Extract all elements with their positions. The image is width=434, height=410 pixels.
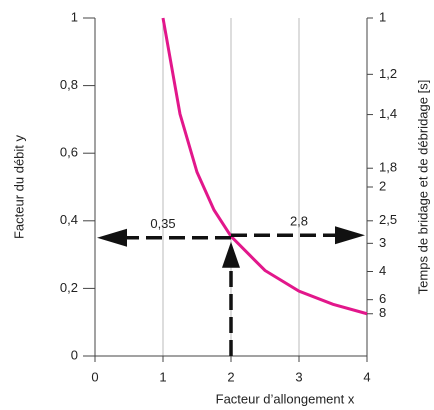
y2-axis-label: Temps de bridage et de débridage [s]: [415, 80, 430, 295]
y2-tick-label: 2,5: [379, 212, 397, 227]
y-tick-label: 0: [71, 347, 78, 362]
y-tick-label: 1: [71, 9, 78, 24]
y-tick-label: 0,8: [60, 77, 78, 92]
y2-tick-label: 1,8: [379, 160, 397, 175]
y2-tick-label: 6: [379, 291, 386, 306]
y2-tick-label: 8: [379, 305, 386, 320]
x-tick-label: 0: [91, 369, 98, 384]
x-tick-label: 2: [227, 369, 234, 384]
y-axis-label: Facteur du débit y: [11, 134, 26, 239]
y-tick-label: 0,2: [60, 280, 78, 295]
arrowhead: [97, 228, 127, 247]
arrowhead: [222, 241, 240, 268]
y2-tick-label: 3: [379, 235, 386, 250]
y2-tick-label: 1: [379, 9, 386, 24]
curve: [161, 17, 368, 316]
y-tick-label: 0,4: [60, 212, 78, 227]
x-tick-label: 3: [295, 369, 302, 384]
y2-tick-label: 1,2: [379, 66, 397, 81]
y2-tick-label: 1,4: [379, 106, 397, 121]
y2-tick-label: 4: [379, 263, 386, 278]
reading-label: 2,8: [290, 214, 308, 229]
y-tick-label: 0,6: [60, 145, 78, 160]
x-axis-label: Facteur d’allongement x: [216, 391, 355, 406]
y2-tick-label: 2: [379, 178, 386, 193]
reading-label: 0,35: [150, 216, 175, 231]
x-tick-label: 1: [159, 369, 166, 384]
x-tick-label: 4: [363, 369, 370, 384]
arrowhead: [335, 226, 365, 245]
